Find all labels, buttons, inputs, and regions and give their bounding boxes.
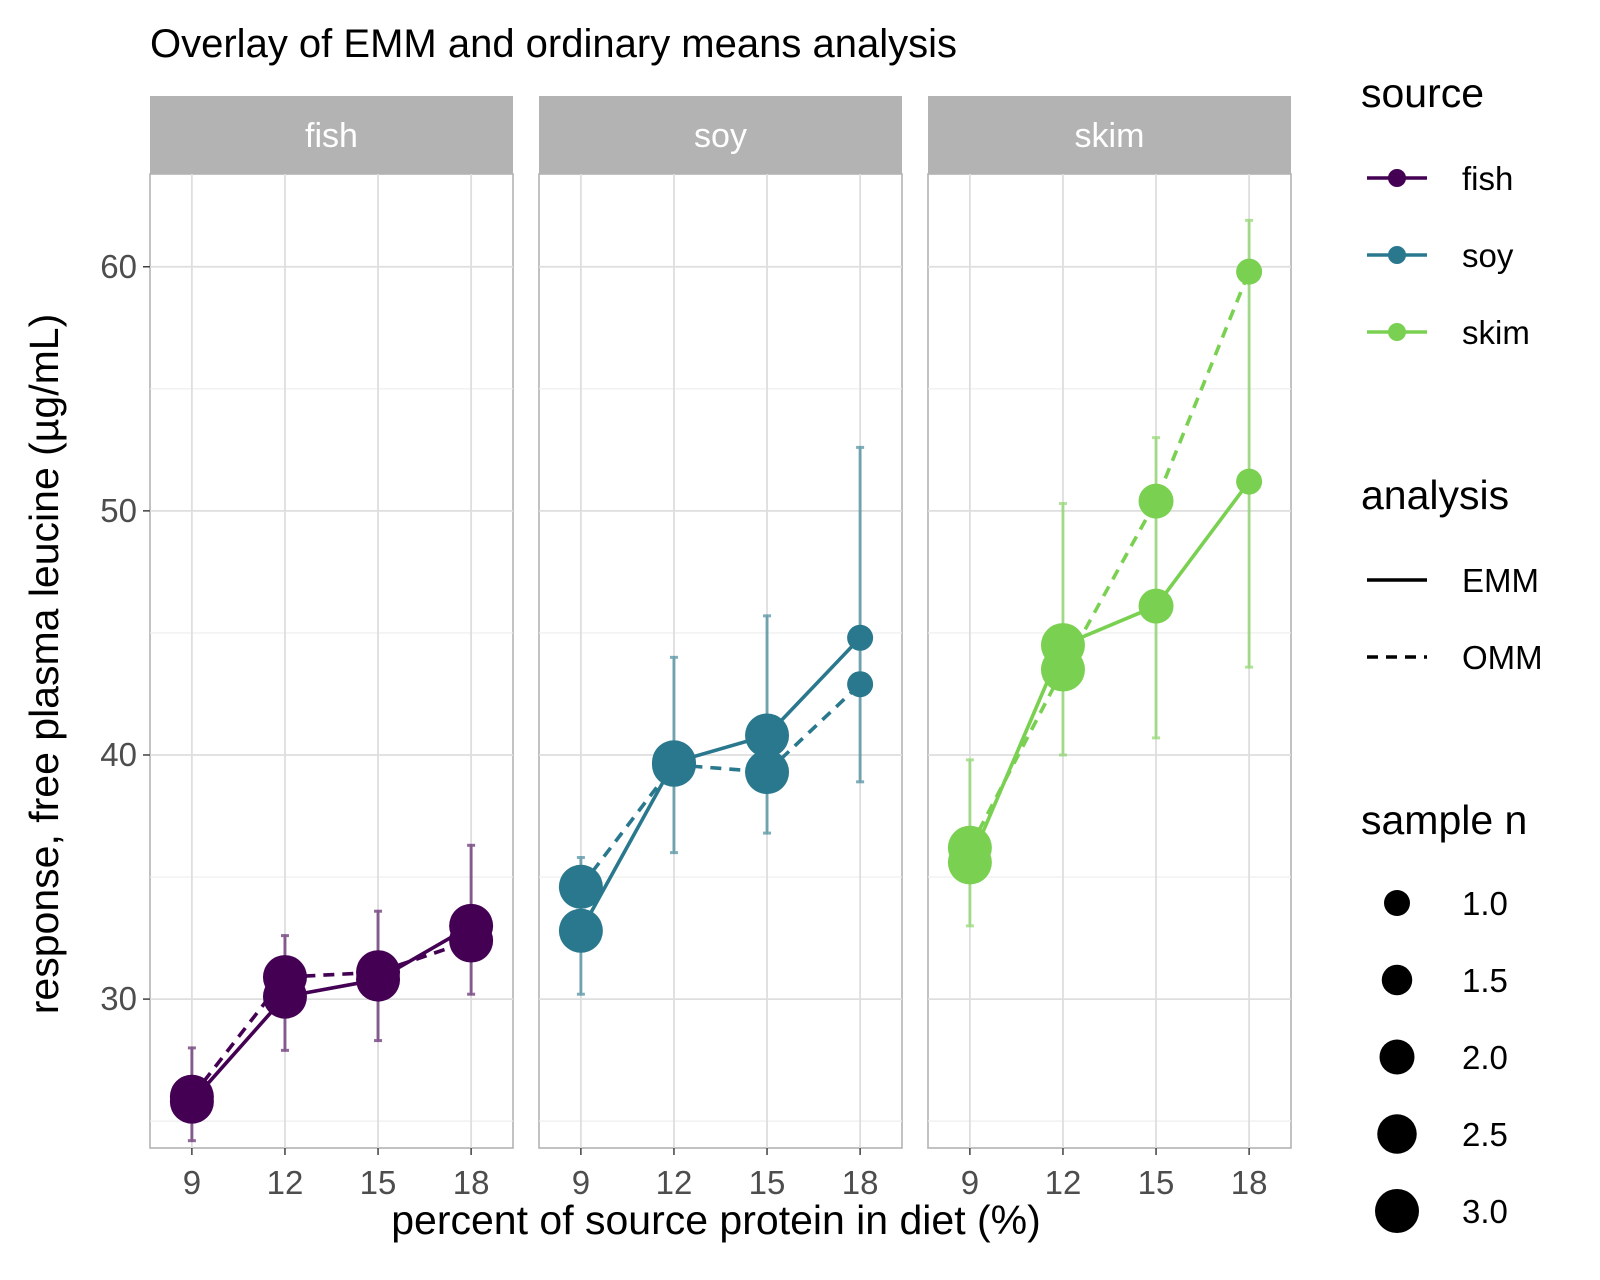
x-tick-label: 9 [572, 1164, 590, 1201]
y-axis: 30 40 50 60 [100, 248, 150, 1017]
data-point-skim-emm [947, 840, 992, 885]
panel-background [538, 173, 903, 1149]
legend-label-n: 1.0 [1462, 885, 1508, 922]
legend-label-omm: OMM [1462, 639, 1543, 676]
x-tick-label: 18 [1231, 1164, 1268, 1201]
legend-label-skim: skim [1462, 314, 1530, 351]
facet-strip [539, 96, 902, 174]
legend-title-analysis: analysis [1361, 472, 1509, 518]
series-line-fish-emm [190, 924, 473, 1103]
legend-label-emm: EMM [1462, 562, 1539, 599]
legend-label-n: 1.5 [1462, 962, 1508, 999]
series-line-soy-emm [579, 636, 862, 932]
legend-key-size [1384, 890, 1410, 916]
data-point-fish-emm [262, 974, 307, 1019]
x-tick-label: 15 [1138, 1164, 1175, 1201]
y-tick-label: 40 [100, 736, 137, 773]
error-bar [1245, 218, 1254, 669]
series-line-fish-omm [190, 938, 472, 1098]
data-point-soy-emm [558, 908, 603, 953]
legend-label-fish: fish [1462, 160, 1513, 197]
panel-background [149, 173, 514, 1149]
facet-strip-label: fish [305, 117, 358, 155]
data-point-soy-emm [745, 713, 790, 758]
data-point-skim-omm [1138, 483, 1174, 519]
data-point-soy-emm [847, 624, 874, 651]
data-point-skim-emm [1138, 588, 1174, 624]
facet-panel-soy: soy 9 12 15 18 [538, 96, 903, 1201]
data-point-soy-omm [745, 750, 790, 795]
data-point-skim-emm [1236, 468, 1263, 495]
x-tick-label: 12 [267, 1164, 304, 1201]
series-line-skim-omm [968, 270, 1251, 849]
x-tick-label: 12 [656, 1164, 693, 1201]
legend-key-size [1379, 1039, 1415, 1075]
facet-strip-label: soy [694, 117, 747, 155]
x-axis-title: percent of source protein in diet (%) [391, 1197, 1041, 1243]
data-point-skim-emm [1040, 623, 1085, 668]
chart-title: Overlay of EMM and ordinary means analys… [150, 22, 957, 66]
legends: source fish soy skim analysis EMM OMM sample n 1… [1361, 70, 1543, 1233]
data-point-soy-omm [558, 864, 603, 909]
data-point-fish-emm [169, 1079, 214, 1124]
series-line-skim-emm [968, 480, 1251, 864]
legend-key-point [1388, 169, 1406, 187]
x-tick-label: 15 [749, 1164, 786, 1201]
y-tick-label: 30 [100, 980, 137, 1017]
facet-panel-fish: fish 9 12 15 18 [149, 96, 514, 1201]
data-point-fish-emm [449, 903, 494, 948]
legend-label-n: 2.0 [1462, 1039, 1508, 1076]
x-tick-label: 18 [453, 1164, 490, 1201]
legend-key-point [1388, 246, 1406, 264]
x-tick-label: 9 [961, 1164, 979, 1201]
legend-key-point [1388, 323, 1406, 341]
error-bar [856, 445, 865, 784]
facet-strip-label: skim [1075, 117, 1145, 155]
x-tick-label: 12 [1045, 1164, 1082, 1201]
y-tick-label: 50 [100, 492, 137, 529]
data-point-skim-omm [1236, 258, 1263, 285]
legend-label-n: 2.5 [1462, 1116, 1508, 1153]
x-tick-label: 9 [183, 1164, 201, 1201]
legend-label-soy: soy [1462, 237, 1514, 274]
facet-panels: fish 9 12 15 18 soy 9 12 15 18 skim 9 12 15 18 [149, 96, 1292, 1201]
series-line-soy-omm [579, 682, 862, 888]
facet-panel-skim: skim 9 12 15 18 [927, 96, 1292, 1201]
facet-strip [928, 96, 1291, 174]
y-axis-title: response, free plasma leucine (µg/mL) [21, 314, 67, 1014]
legend-label-n: 3.0 [1462, 1193, 1508, 1230]
legend-key-size [1377, 1114, 1417, 1154]
panel-background [927, 173, 1292, 1149]
x-tick-label: 15 [360, 1164, 397, 1201]
y-tick-label: 60 [100, 248, 137, 285]
data-point-soy-omm [847, 671, 874, 698]
x-tick-label: 18 [842, 1164, 879, 1201]
facet-strip [150, 96, 513, 174]
legend-key-size [1381, 964, 1413, 996]
data-point-soy-emm [651, 740, 696, 785]
data-point-fish-emm [356, 957, 401, 1002]
legend-title-source: source [1361, 70, 1484, 116]
legend-key-size [1375, 1189, 1419, 1233]
legend-title-sample-n: sample n [1361, 797, 1527, 843]
